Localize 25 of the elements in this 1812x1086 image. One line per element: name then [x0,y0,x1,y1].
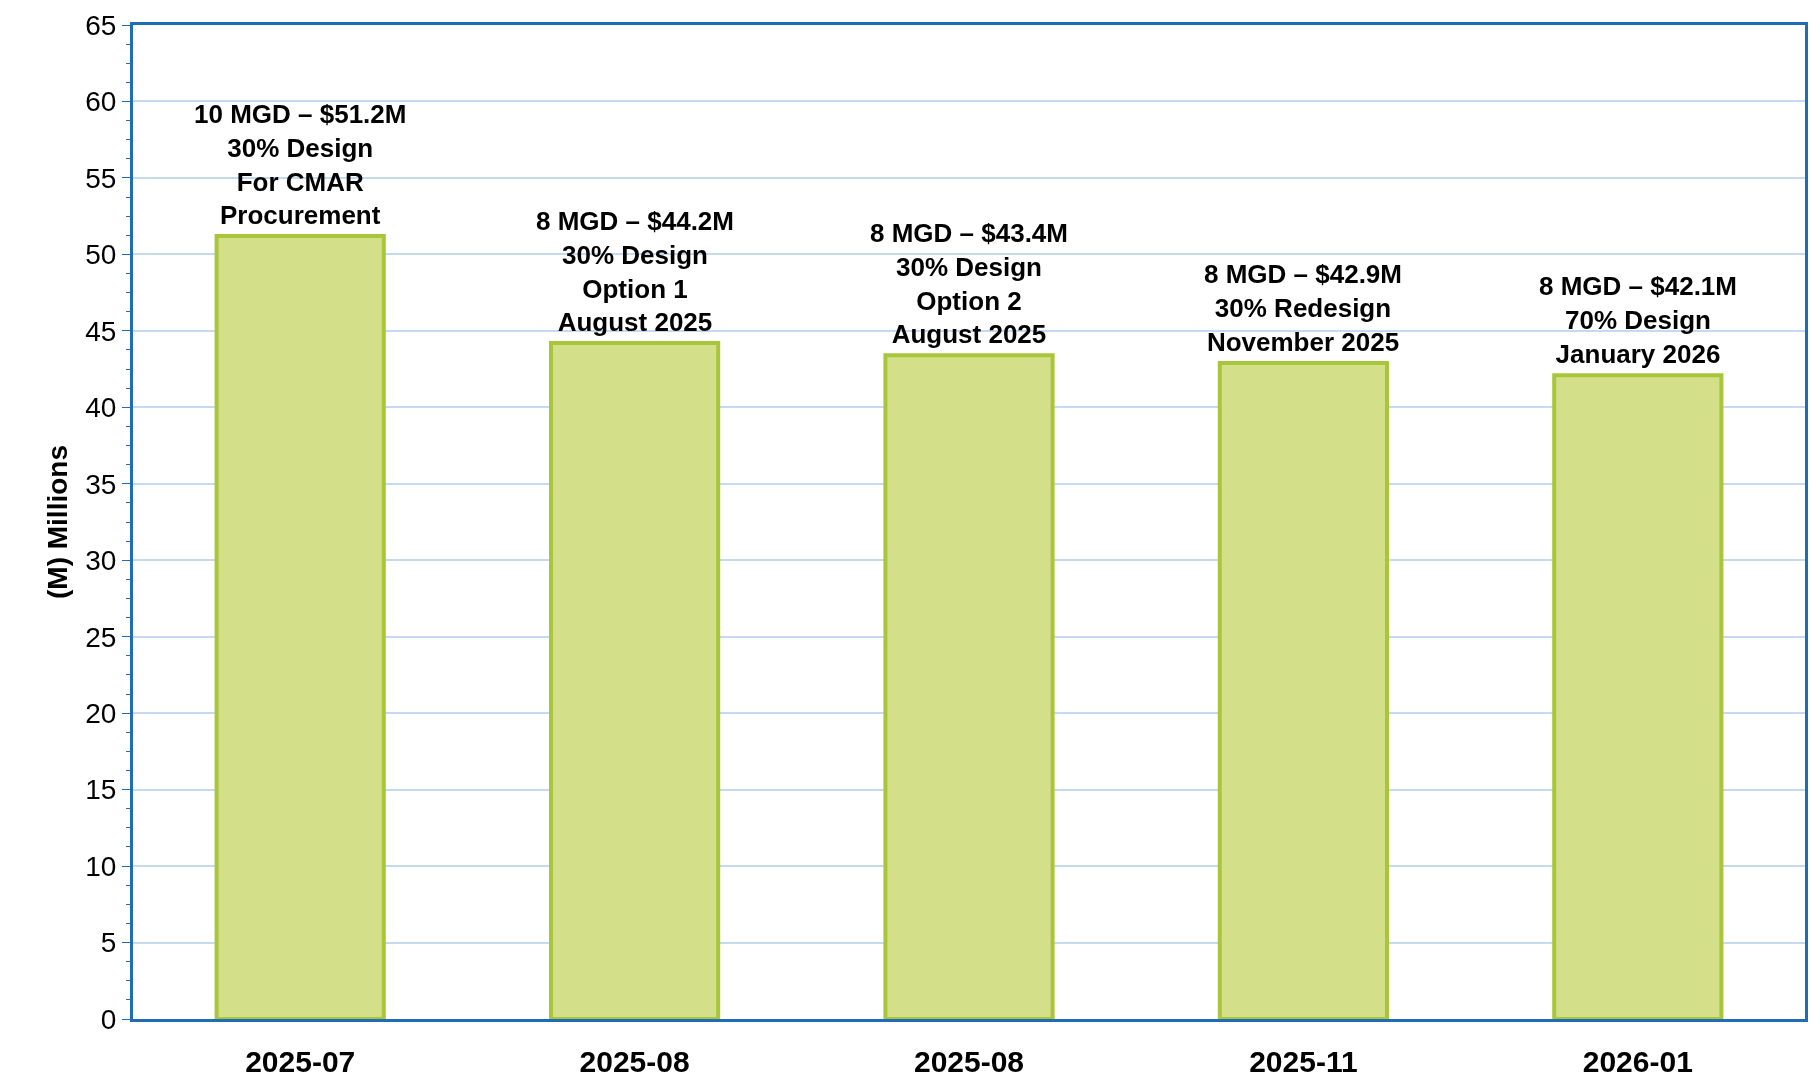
y-tick-label: 50 [85,239,117,271]
annotation: 8 MGD – $42.1M 70% Design January 2026 [1539,271,1737,369]
annotation: 10 MGD – $51.2M 30% Design For CMAR Procurement [194,99,407,231]
y-tick-label: 40 [85,392,117,424]
y-tick-label: 15 [85,774,117,806]
x-tick-label: 2026-01 [1582,1045,1693,1078]
y-tick-label: 5 [100,927,117,959]
annotation: 8 MGD – $44.2M 30% Design Option 1 August 2025 [536,206,734,338]
y-tick-label: 20 [85,697,117,729]
y-tick-label: 0 [100,1003,117,1035]
y-tick-label: 35 [85,468,117,500]
y-axis-title: (M) Millions [41,445,73,599]
y-tick-label: 45 [85,315,117,347]
x-tick-label: 2025-08 [579,1045,690,1078]
annotation: 8 MGD – $43.4M 30% Design Option 2 August 2025 [870,218,1068,350]
x-tick-label: 2025-11 [1249,1045,1358,1078]
x-tick-label: 2025-07 [245,1045,356,1078]
y-tick-label: 65 [85,9,117,41]
annotation: 8 MGD – $42.9M 30% Redesign November 2025 [1204,259,1402,357]
y-tick-label: 30 [85,545,117,577]
y-tick-label: 10 [85,850,117,882]
y-tick-label: 60 [85,86,117,118]
y-tick-label: 55 [85,162,117,194]
x-tick-label: 2025-08 [913,1045,1025,1078]
y-tick-label: 25 [85,621,117,653]
